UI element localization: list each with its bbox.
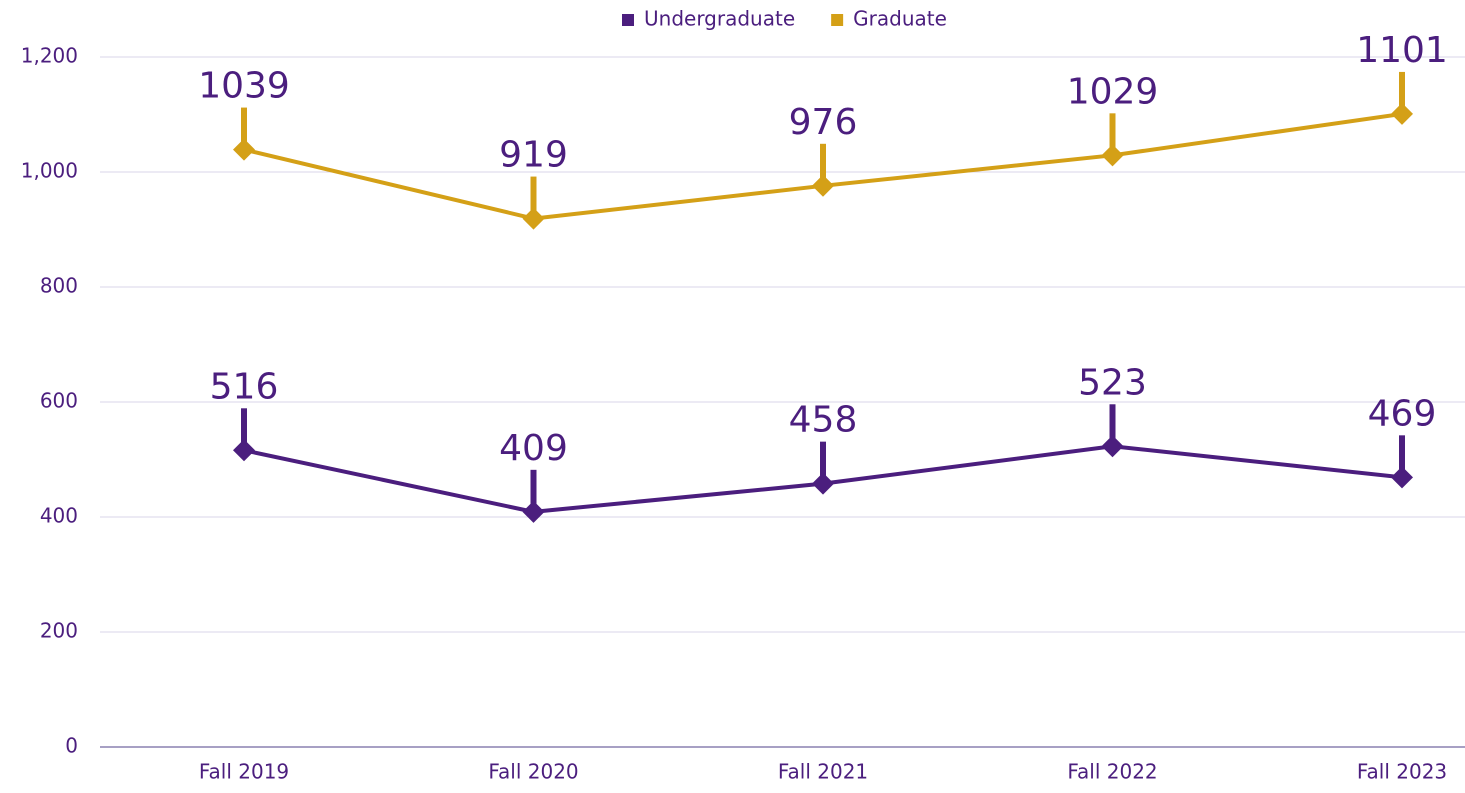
legend-label: Graduate	[853, 7, 947, 31]
point-marker	[812, 472, 834, 495]
data-label: 523	[1078, 362, 1147, 403]
point-marker	[1101, 144, 1124, 167]
y-tick-label: 0	[65, 734, 78, 758]
y-tick-label: 1,000	[21, 159, 78, 183]
y-tick-label: 200	[40, 619, 78, 643]
point-marker	[1391, 102, 1413, 125]
point-marker	[1101, 435, 1124, 458]
x-tick-label: Fall 2021	[778, 760, 868, 784]
x-tick-label: Fall 2020	[488, 760, 578, 784]
legend-swatch	[831, 14, 844, 26]
y-tick-label: 400	[40, 504, 78, 528]
data-label: 976	[789, 102, 858, 143]
data-label: 1101	[1356, 30, 1448, 71]
data-label: 458	[789, 400, 858, 441]
point-marker	[233, 138, 255, 161]
point-marker	[233, 439, 255, 462]
x-tick-label: Fall 2019	[199, 760, 289, 784]
data-label: 1039	[198, 66, 290, 107]
data-label: 919	[499, 135, 568, 176]
data-label: 409	[499, 428, 568, 469]
legend-swatch	[622, 14, 634, 26]
point-marker	[522, 500, 545, 523]
legend-label: Undergraduate	[644, 7, 795, 31]
y-tick-label: 800	[40, 274, 78, 298]
x-tick-label: Fall 2023	[1357, 760, 1447, 784]
point-marker	[522, 207, 545, 230]
x-tick-label: Fall 2022	[1067, 760, 1157, 784]
data-label: 1029	[1067, 71, 1159, 112]
data-label: 516	[210, 366, 279, 407]
y-tick-label: 600	[40, 389, 78, 413]
point-marker	[812, 174, 834, 197]
y-tick-label: 1,200	[21, 44, 78, 68]
data-label: 469	[1368, 393, 1437, 434]
point-marker	[1391, 466, 1413, 489]
